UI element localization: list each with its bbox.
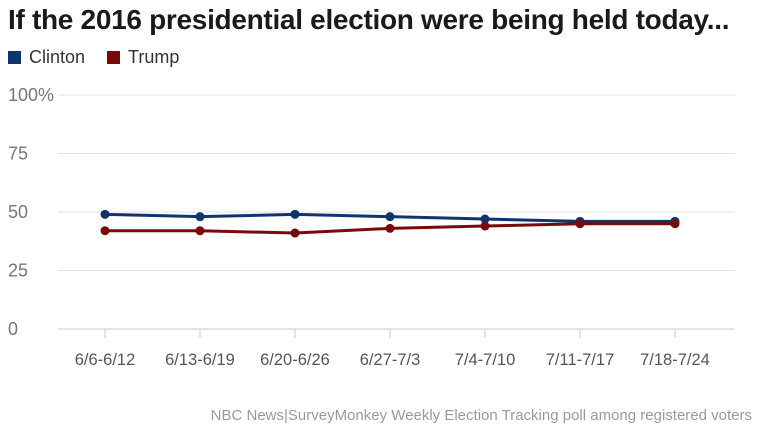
data-point-trump xyxy=(480,221,490,231)
legend: Clinton Trump xyxy=(8,47,201,68)
x-tick-label: 6/13-6/19 xyxy=(165,351,235,369)
x-tick-label: 7/11-7/17 xyxy=(546,351,615,369)
legend-label-trump: Trump xyxy=(128,47,180,67)
data-point-clinton xyxy=(195,212,205,222)
y-tick-label: 25 xyxy=(8,261,28,281)
data-point-trump xyxy=(290,228,300,238)
x-tick-label: 7/4-7/10 xyxy=(455,351,516,369)
y-tick-label: 50 xyxy=(8,202,28,222)
y-tick-label: 100% xyxy=(8,85,54,105)
x-tick-label: 6/27-7/3 xyxy=(360,351,421,369)
data-point-clinton xyxy=(290,209,300,219)
data-point-trump xyxy=(195,226,205,236)
data-point-clinton xyxy=(385,212,395,222)
data-point-trump xyxy=(575,219,585,229)
data-point-trump xyxy=(670,219,680,229)
x-tick-label: 6/6-6/12 xyxy=(75,351,136,369)
legend-item-clinton: Clinton xyxy=(8,47,85,68)
data-point-trump xyxy=(100,226,110,236)
chart-title: If the 2016 presidential election were b… xyxy=(8,4,730,35)
data-point-clinton xyxy=(100,209,110,219)
legend-item-trump: Trump xyxy=(107,47,179,68)
y-tick-label: 0 xyxy=(8,319,18,339)
legend-label-clinton: Clinton xyxy=(29,47,86,67)
source-note: NBC News|SurveyMonkey Weekly Election Tr… xyxy=(210,407,752,424)
legend-swatch-clinton xyxy=(8,51,21,64)
x-tick-label: 7/18-7/24 xyxy=(640,351,710,369)
data-point-clinton xyxy=(480,214,490,224)
y-tick-label: 75 xyxy=(8,144,28,164)
data-point-trump xyxy=(385,223,395,233)
legend-swatch-trump xyxy=(107,51,121,64)
x-tick-label: 6/20-6/26 xyxy=(260,351,330,369)
